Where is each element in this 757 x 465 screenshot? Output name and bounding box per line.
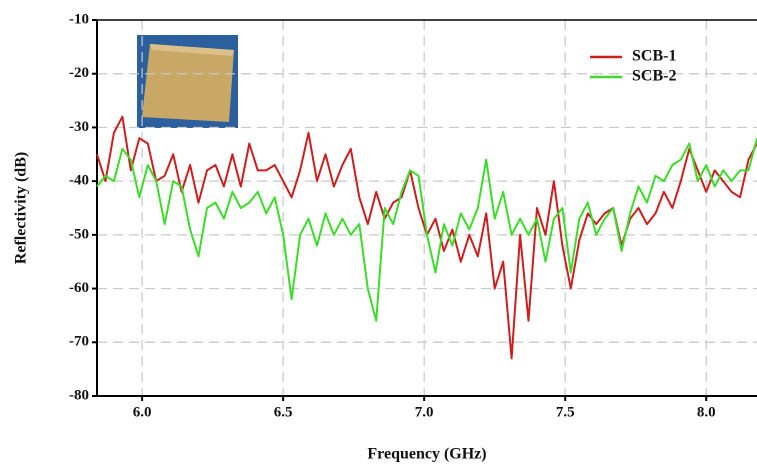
x-tick-label: 6.5 (274, 404, 293, 420)
y-tick-label: -60 (69, 280, 89, 296)
y-axis-label: Reflectivity (dB) (13, 152, 30, 264)
data-line (96, 137, 757, 322)
y-tick-label: -20 (69, 65, 89, 81)
y-tick-label: -50 (69, 226, 89, 242)
x-tick-label: 6.0 (133, 404, 152, 420)
x-tick-label: 7.5 (556, 404, 575, 420)
legend-label: SCB-1 (632, 48, 676, 65)
photo-board (142, 44, 234, 122)
photo-board-edge (150, 44, 234, 56)
y-tick-label: -10 (69, 11, 89, 27)
x-tick-label: 8.0 (697, 404, 716, 420)
y-tick-label: -80 (69, 387, 89, 403)
x-tick-label: 7.0 (415, 404, 434, 420)
y-tick-label: -30 (69, 119, 89, 135)
y-tick-label: -40 (69, 173, 89, 189)
inset-photo (137, 35, 238, 128)
y-tick-label: -70 (69, 334, 89, 350)
x-axis-label: Frequency (GHz) (367, 446, 486, 463)
legend-label: SCB-2 (632, 68, 676, 85)
